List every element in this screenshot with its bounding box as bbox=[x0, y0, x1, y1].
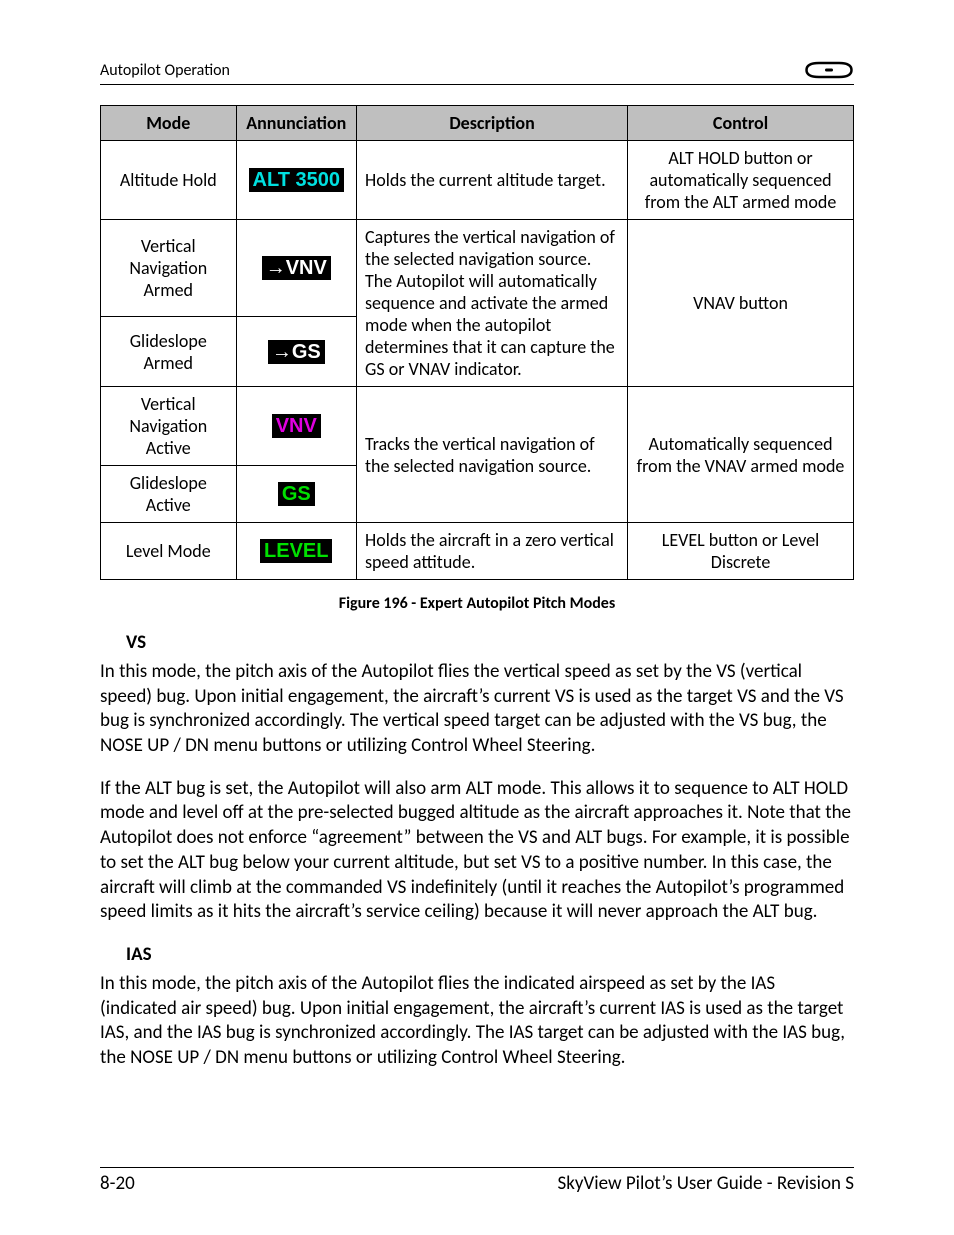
ias-paragraph-1: In this mode, the pitch axis of the Auto… bbox=[100, 972, 854, 1071]
description-cell: Tracks the vertical navigation of the se… bbox=[357, 387, 628, 523]
vs-paragraph-1: In this mode, the pitch axis of the Auto… bbox=[100, 660, 854, 759]
annunciation-text: GS bbox=[282, 484, 311, 504]
annunciation-cell: GS bbox=[236, 466, 356, 523]
annunciation-text: VNV bbox=[286, 258, 327, 278]
table-row: Level Mode LEVEL Holds the aircraft in a… bbox=[101, 523, 854, 580]
control-cell: ALT HOLD button or automatically sequenc… bbox=[628, 141, 854, 220]
page: Autopilot Operation Mode Annunciation De… bbox=[0, 0, 954, 1235]
vs-paragraph-2: If the ALT bug is set, the Autopilot wil… bbox=[100, 777, 854, 925]
section-heading-ias: IAS bbox=[126, 943, 854, 966]
annunciation-cell: →GS bbox=[236, 317, 356, 387]
mode-cell: Glideslope Armed bbox=[101, 317, 237, 387]
annunciation-chip: →GS bbox=[268, 340, 325, 364]
table-row: Vertical Navigation Armed →VNV Captures … bbox=[101, 220, 854, 317]
annunciation-cell: VNV bbox=[236, 387, 356, 466]
mode-cell: Level Mode bbox=[101, 523, 237, 580]
arrow-icon: → bbox=[266, 258, 286, 278]
description-cell: Captures the vertical navigation of the … bbox=[357, 220, 628, 387]
annunciation-cell: LEVEL bbox=[236, 523, 356, 580]
annunciation-chip: LEVEL bbox=[260, 539, 332, 563]
description-cell: Holds the current altitude target. bbox=[357, 141, 628, 220]
annunciation-chip: →VNV bbox=[262, 256, 331, 280]
mode-cell: Altitude Hold bbox=[101, 141, 237, 220]
modes-table: Mode Annunciation Description Control Al… bbox=[100, 105, 854, 580]
page-footer: 8-20 SkyView Pilot’s User Guide - Revisi… bbox=[100, 1167, 854, 1195]
col-header-control: Control bbox=[628, 106, 854, 141]
col-header-mode: Mode bbox=[101, 106, 237, 141]
section-heading-vs: VS bbox=[126, 631, 854, 654]
footer-doc-title: SkyView Pilot’s User Guide - Revision S bbox=[557, 1172, 854, 1195]
annunciation-text: VNV bbox=[276, 416, 317, 436]
table-row: Vertical Navigation Active VNV Tracks th… bbox=[101, 387, 854, 466]
description-cell: Holds the aircraft in a zero vertical sp… bbox=[357, 523, 628, 580]
page-header: Autopilot Operation bbox=[100, 60, 854, 85]
figure-caption: Figure 196 - Expert Autopilot Pitch Mode… bbox=[100, 594, 854, 613]
annunciation-cell: →VNV bbox=[236, 220, 356, 317]
header-title: Autopilot Operation bbox=[100, 61, 230, 80]
annunciation-chip: VNV bbox=[272, 414, 321, 438]
annunciation-cell: ALT 3500 bbox=[236, 141, 356, 220]
annunciation-text: GS bbox=[292, 342, 321, 362]
table-row: Altitude Hold ALT 3500 Holds the current… bbox=[101, 141, 854, 220]
annunciation-chip: ALT 3500 bbox=[249, 168, 344, 192]
control-cell: Automatically sequenced from the VNAV ar… bbox=[628, 387, 854, 523]
brand-logo-icon bbox=[804, 60, 854, 80]
mode-cell: Vertical Navigation Armed bbox=[101, 220, 237, 317]
arrow-icon: → bbox=[272, 342, 292, 362]
mode-cell: Vertical Navigation Active bbox=[101, 387, 237, 466]
annunciation-text: LEVEL bbox=[264, 541, 328, 561]
table-header-row: Mode Annunciation Description Control bbox=[101, 106, 854, 141]
col-header-annunciation: Annunciation bbox=[236, 106, 356, 141]
mode-cell: Glideslope Active bbox=[101, 466, 237, 523]
col-header-description: Description bbox=[357, 106, 628, 141]
annunciation-text: ALT 3500 bbox=[253, 170, 340, 190]
control-cell: VNAV button bbox=[628, 220, 854, 387]
annunciation-chip: GS bbox=[278, 482, 315, 506]
footer-page-number: 8-20 bbox=[100, 1172, 135, 1195]
control-cell: LEVEL button or Level Discrete bbox=[628, 523, 854, 580]
